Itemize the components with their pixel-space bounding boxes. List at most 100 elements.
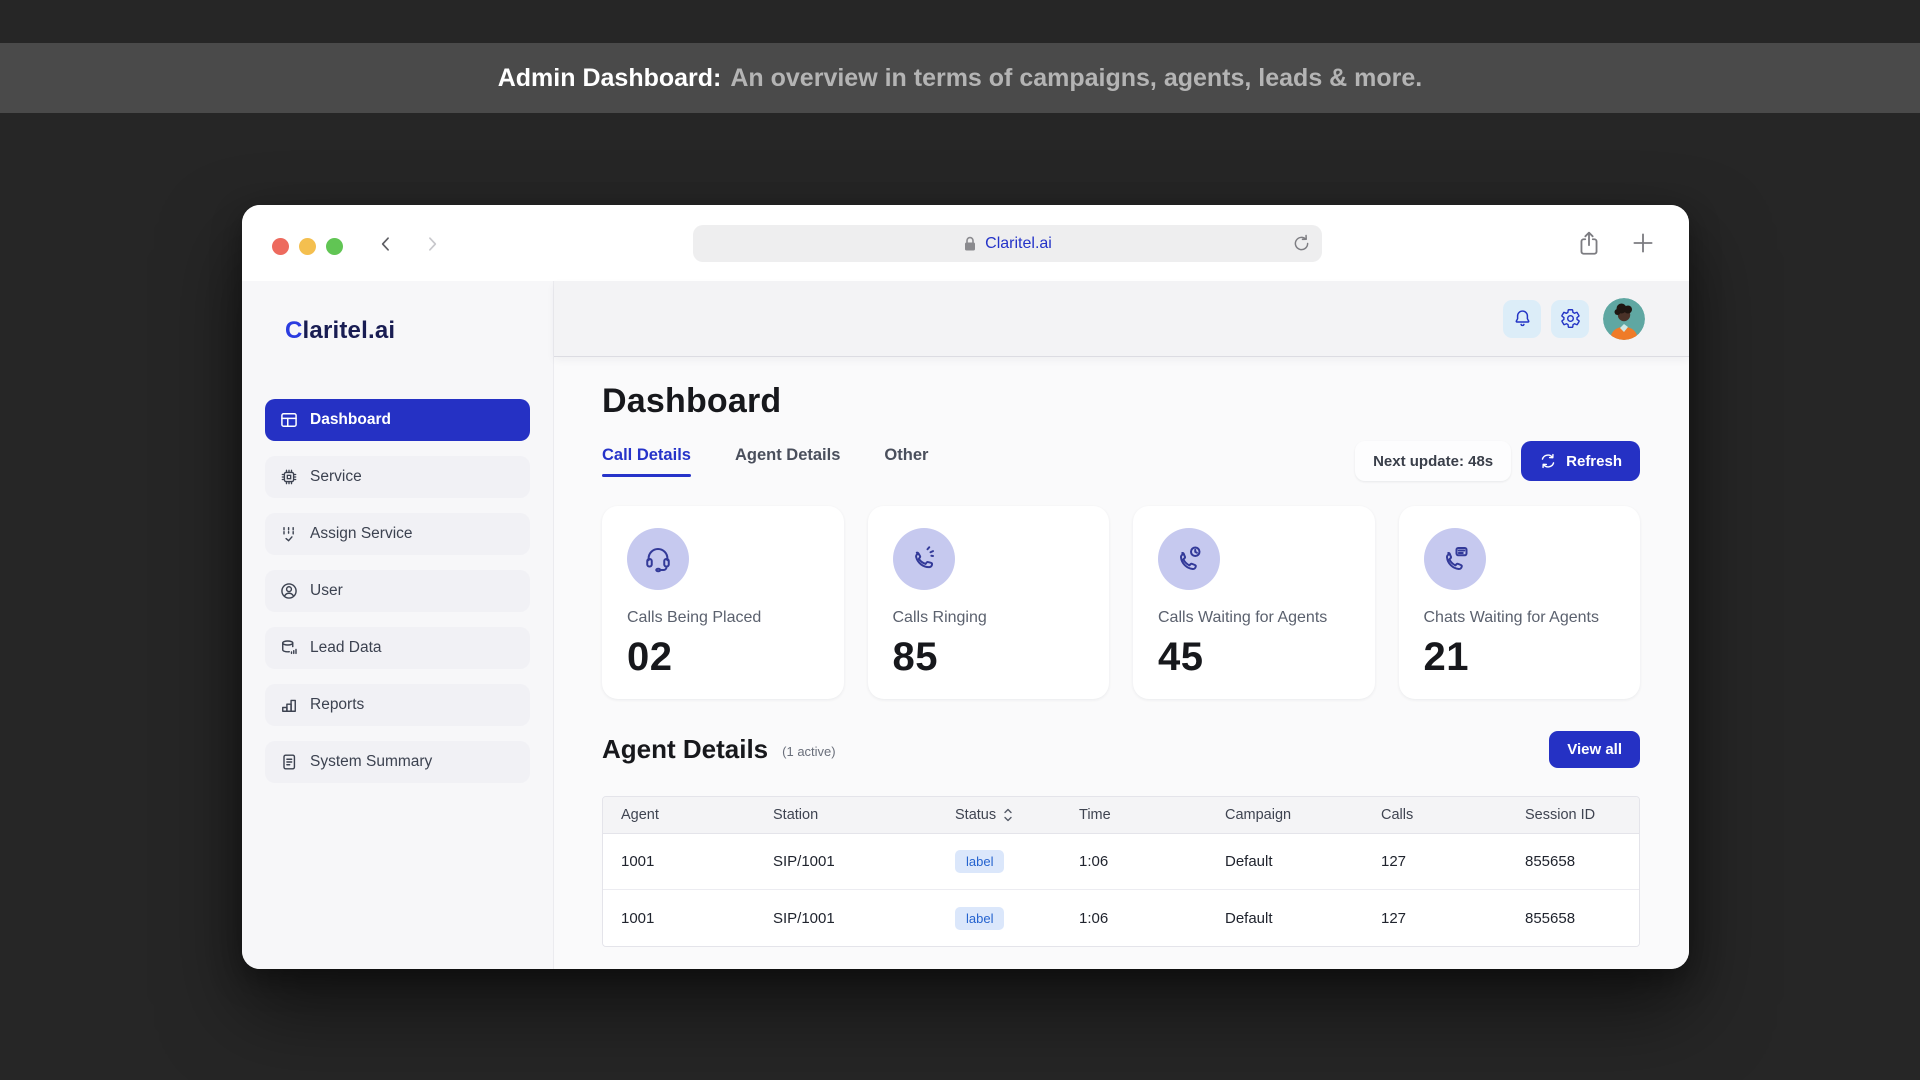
bell-icon xyxy=(1512,308,1533,329)
database-icon xyxy=(279,638,299,658)
view-all-button[interactable]: View all xyxy=(1549,731,1640,768)
app-header xyxy=(554,281,1689,356)
headset-icon xyxy=(627,528,689,590)
document-icon xyxy=(279,752,299,772)
sidebar-item-label: User xyxy=(310,582,343,599)
stat-label: Calls Being Placed xyxy=(627,609,762,626)
gear-icon xyxy=(1560,308,1581,329)
sidebar-item-label: Lead Data xyxy=(310,639,382,656)
new-tab-plus-icon[interactable] xyxy=(1630,229,1656,257)
cell-station: SIP/1001 xyxy=(773,853,835,870)
cell-agent: 1001 xyxy=(621,909,655,927)
address-bar[interactable]: Claritel.ai xyxy=(693,225,1322,262)
column-header-calls: Calls xyxy=(1381,807,1414,823)
tab-bar: Call Details Agent Details Other xyxy=(602,446,928,477)
forward-chevron-icon[interactable] xyxy=(420,232,444,256)
sidebar-item-label: System Summary xyxy=(310,753,433,770)
stat-label: Chats Waiting for Agents xyxy=(1423,609,1600,626)
stat-value: 02 xyxy=(627,635,673,679)
sidebar: Claritel.ai Dashboard Service xyxy=(242,281,554,969)
cell-campaign: Default xyxy=(1225,909,1273,927)
cell-time: 1:06 xyxy=(1079,853,1109,870)
back-chevron-icon[interactable] xyxy=(374,232,398,256)
assign-service-icon xyxy=(279,524,299,544)
stat-value: 45 xyxy=(1158,635,1204,679)
stat-card-calls-waiting: Calls Waiting for Agents 45 xyxy=(1133,506,1375,699)
column-header-station: Station xyxy=(773,807,819,823)
traffic-light-close[interactable] xyxy=(272,238,289,255)
cell-time: 1:06 xyxy=(1079,909,1109,927)
tab-call-details[interactable]: Call Details xyxy=(602,446,691,477)
sidebar-item-lead-data[interactable]: Lead Data xyxy=(265,627,530,669)
main-content: Dashboard Call Details Agent Details Oth… xyxy=(554,356,1689,969)
stat-card-calls-ringing: Calls Ringing 85 xyxy=(867,506,1109,699)
stat-card-calls-being-placed: Calls Being Placed 02 xyxy=(602,506,844,699)
table-header-row: Agent Station Status Time Campaign Calls… xyxy=(603,797,1639,834)
lock-icon xyxy=(963,236,977,252)
sidebar-item-service[interactable]: Service xyxy=(265,456,530,498)
refresh-icon xyxy=(1539,452,1557,470)
sidebar-item-label: Assign Service xyxy=(310,525,413,542)
stat-card-chats-waiting: Chats Waiting for Agents 21 xyxy=(1398,506,1640,699)
bar-chart-icon xyxy=(279,695,299,715)
stat-value: 85 xyxy=(892,635,938,679)
column-header-time: Time xyxy=(1079,807,1111,823)
cell-session-id: 855658 xyxy=(1525,853,1576,870)
status-badge: label xyxy=(955,850,1005,873)
sidebar-item-dashboard[interactable]: Dashboard xyxy=(265,399,530,441)
banner-subtitle: An overview in terms of campaigns, agent… xyxy=(730,63,1423,92)
section-title: Agent Details xyxy=(602,734,769,764)
traffic-light-minimize[interactable] xyxy=(299,238,316,255)
stat-label: Calls Ringing xyxy=(892,609,987,626)
active-count-note: (1 active) xyxy=(782,744,836,759)
status-badge: label xyxy=(955,906,1005,930)
column-header-agent: Agent xyxy=(621,807,659,823)
browser-toolbar: Claritel.ai xyxy=(242,205,1689,281)
reload-icon[interactable] xyxy=(1291,233,1312,254)
url-text: Claritel.ai xyxy=(985,234,1052,252)
page-title: Dashboard xyxy=(602,382,782,420)
cell-calls: 127 xyxy=(1381,853,1407,870)
refresh-label: Refresh xyxy=(1566,452,1622,470)
user-icon xyxy=(279,581,299,601)
settings-button[interactable] xyxy=(1551,299,1589,338)
agent-details-header: Agent Details (1 active) View all xyxy=(602,731,1640,768)
tab-agent-details[interactable]: Agent Details xyxy=(734,445,841,464)
column-header-status[interactable]: Status xyxy=(937,807,1061,823)
cell-status: label xyxy=(937,850,1061,873)
cell-session-id: 855658 xyxy=(1525,909,1576,927)
desktop-banner: Admin Dashboard: An overview in terms of… xyxy=(0,43,1920,113)
cell-station: SIP/1001 xyxy=(773,909,835,927)
agent-table: Agent Station Status Time Campaign Calls… xyxy=(602,796,1640,947)
banner-title: Admin Dashboard: xyxy=(497,63,722,92)
sidebar-item-label: Reports xyxy=(310,696,365,713)
sidebar-item-reports[interactable]: Reports xyxy=(265,684,530,726)
refresh-button[interactable]: Refresh xyxy=(1521,441,1640,481)
next-update-timer: Next update: 48s xyxy=(1355,441,1512,481)
cell-calls: 127 xyxy=(1381,909,1407,927)
notifications-button[interactable] xyxy=(1503,299,1541,338)
cell-agent: 1001 xyxy=(621,853,655,870)
table-row[interactable]: 1001 SIP/1001 label 1:06 Default 127 855… xyxy=(603,890,1639,946)
phone-chat-icon xyxy=(1423,528,1486,590)
sort-icon[interactable] xyxy=(1002,808,1014,822)
phone-clock-icon xyxy=(1158,528,1220,590)
traffic-light-zoom[interactable] xyxy=(326,238,343,255)
sidebar-item-label: Service xyxy=(310,468,362,485)
cell-status: label xyxy=(937,906,1061,930)
sidebar-item-user[interactable]: User xyxy=(265,570,530,612)
phone-ringing-icon xyxy=(892,528,955,590)
column-header-campaign: Campaign xyxy=(1225,807,1292,823)
tab-other[interactable]: Other xyxy=(884,445,929,464)
dashboard-icon xyxy=(279,410,299,430)
cell-campaign: Default xyxy=(1225,853,1273,870)
stat-cards: Calls Being Placed 02 Calls Ringing 85 xyxy=(602,506,1640,699)
column-header-session-id: Session ID xyxy=(1525,807,1596,823)
user-avatar[interactable] xyxy=(1603,297,1645,340)
stat-label: Calls Waiting for Agents xyxy=(1158,609,1328,626)
sidebar-item-assign-service[interactable]: Assign Service xyxy=(265,513,530,555)
sidebar-nav: Dashboard Service Assign Service xyxy=(242,399,553,783)
sidebar-item-system-summary[interactable]: System Summary xyxy=(265,741,530,783)
table-row[interactable]: 1001 SIP/1001 label 1:06 Default 127 855… xyxy=(603,834,1639,890)
share-icon[interactable] xyxy=(1576,229,1602,257)
